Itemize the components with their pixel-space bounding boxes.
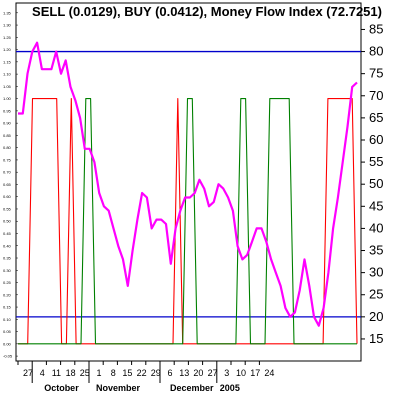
x-axis-tick-label: 18: [66, 368, 76, 378]
x-axis-tick-label: 11: [52, 368, 61, 378]
reference-lines: [16, 50, 361, 318]
left-axis-tick-label: 0.65: [3, 182, 12, 187]
left-axis-tick-label: 1.10: [3, 72, 12, 77]
left-axis-tick-label: 0.10: [3, 317, 12, 322]
buy-line: [18, 98, 357, 345]
right-axis-tick-label: 35: [369, 243, 383, 258]
left-axis-tick-label: 0.90: [3, 121, 12, 126]
right-axis-tick-label: 70: [369, 88, 383, 103]
left-axis-tick-label: 0.75: [3, 157, 12, 162]
left-axis-tick-label: 0.60: [3, 194, 12, 199]
x-axis-tick-label: 27: [208, 368, 218, 378]
right-axis-tick-label: 25: [369, 287, 383, 302]
right-axis-tick-label: 50: [369, 176, 383, 191]
month-label: December: [170, 383, 214, 393]
left-axis-tick-label: -0.05: [3, 354, 13, 359]
left-axis-tick-label: 0.20: [3, 292, 12, 297]
left-axis-tick-label: 0.85: [3, 133, 12, 138]
right-axis-tick-label: 40: [369, 220, 383, 235]
x-axis-tick-label: 29: [151, 368, 161, 378]
x-axis-tick-label: 1: [96, 368, 101, 378]
x-axis-tick-label: 27: [23, 368, 33, 378]
left-axis-tick-label: 0.15: [3, 305, 12, 310]
right-axis-tick-label: 85: [369, 21, 383, 36]
x-axis-tick-label: 15: [122, 368, 132, 378]
right-axis-tick-label: 65: [369, 110, 383, 125]
x-axis-tick-label: 3: [224, 368, 229, 378]
x-axis-tick-label: 17: [250, 368, 260, 378]
left-axis-tick-label: 0.50: [3, 219, 12, 224]
left-axis-tick-label: 0.35: [3, 256, 12, 261]
left-axis: -0.05 0.00 0.05 0.10 0.15 0.20 0.25 0.30 0.35 0.4…: [3, 10, 18, 359]
series-layer: [18, 41, 358, 345]
right-axis-tick-label: 60: [369, 132, 383, 147]
right-axis-tick-label: 20: [369, 309, 383, 324]
x-axis-tick-label: 25: [80, 368, 90, 378]
month-label: 2005: [220, 383, 240, 393]
left-axis-tick-label: 0.80: [3, 145, 12, 150]
right-axis-tick-label: 80: [369, 44, 383, 59]
left-axis-tick-label: 1.00: [3, 96, 12, 101]
right-axis-tick-label: 45: [369, 198, 383, 213]
x-axis-tick-label: 22: [137, 368, 147, 378]
left-axis-tick-label: 0.45: [3, 231, 12, 236]
left-axis-tick-label: 0.70: [3, 170, 12, 175]
left-axis-tick-label: 0.05: [3, 329, 12, 334]
month-label: November: [96, 383, 141, 393]
chart-title: SELL (0.0129), BUY (0.0412), Money Flow …: [32, 4, 382, 19]
left-axis-tick-label: 0.30: [3, 268, 12, 273]
left-axis-tick-label: 1.05: [3, 84, 12, 89]
left-axis-tick-label: 1.15: [3, 59, 12, 64]
right-axis-tick-label: 15: [369, 331, 383, 346]
right-axis-tick-label: 30: [369, 265, 383, 280]
x-axis-tick-label: 13: [179, 368, 189, 378]
money-flow-index-line: [18, 41, 358, 327]
left-axis-tick-label: 0.55: [3, 206, 12, 211]
left-axis-tick-label: 0.40: [3, 243, 12, 248]
month-label: October: [44, 383, 79, 393]
left-axis-tick-label: 1.20: [3, 47, 12, 52]
left-axis-tick-label: 0.95: [3, 108, 12, 113]
x-axis-tick-label: 24: [264, 368, 274, 378]
x-axis-tick-label: 10: [236, 368, 246, 378]
x-axis-tick-label: 6: [167, 368, 172, 378]
x-axis-tick-label: 8: [111, 368, 116, 378]
left-axis-tick-label: 1.35: [3, 10, 12, 15]
right-axis-tick-label: 55: [369, 154, 383, 169]
left-axis-tick-label: 0.00: [3, 341, 12, 346]
x-axis-tick-label: 4: [40, 368, 45, 378]
right-axis: 15 20 25 30 35 40 45 50 55 60 65 70 75 80 85: [361, 21, 383, 346]
right-axis-tick-label: 75: [369, 66, 383, 81]
x-axis-tick-label: 20: [193, 368, 203, 378]
left-axis-tick-label: 1.25: [3, 35, 12, 40]
left-axis-tick-label: 1.30: [3, 23, 12, 28]
left-axis-tick-label: 0.25: [3, 280, 12, 285]
